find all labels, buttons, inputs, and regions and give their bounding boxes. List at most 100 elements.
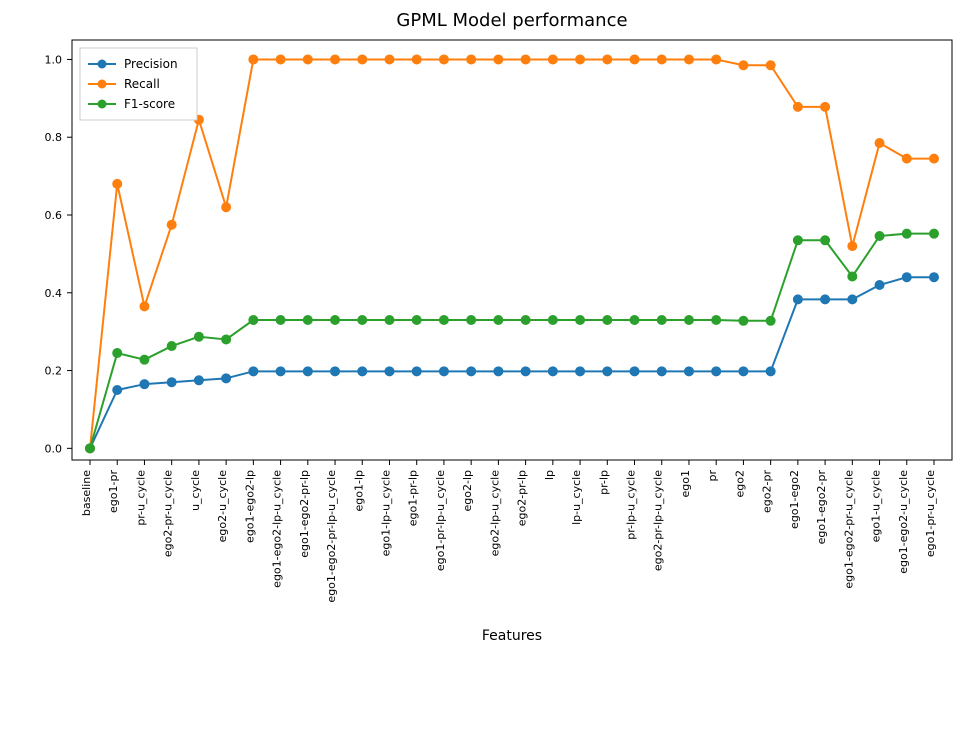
series-marker-precision: [494, 367, 503, 376]
x-tick-label: ego2-u_cycle: [216, 470, 229, 543]
series-marker-recall: [603, 55, 612, 64]
y-tick-label: 0.0: [45, 442, 63, 455]
series-marker-precision: [766, 367, 775, 376]
series-marker-f1-score: [902, 229, 911, 238]
x-axis-label: Features: [482, 628, 542, 644]
series-marker-f1-score: [358, 316, 367, 325]
chart-container: GPML Model performance 0.0 0.2 0.4 0.6 0.8 1.0…: [0, 0, 977, 731]
series-marker-f1-score: [303, 316, 312, 325]
series-marker-precision: [331, 367, 340, 376]
series-marker-precision: [222, 374, 231, 383]
x-tick-label: ego1-ego2-lp-u_cycle: [271, 470, 284, 588]
series-marker-f1-score: [86, 444, 95, 453]
y-tick-label: 0.6: [45, 209, 63, 222]
series-marker-recall: [630, 55, 639, 64]
series-marker-recall: [521, 55, 530, 64]
y-tick-label: 0.4: [45, 287, 63, 300]
series-marker-recall: [494, 55, 503, 64]
series-marker-f1-score: [439, 316, 448, 325]
x-tick-label: ego1-ego2-pr-u_cycle: [842, 470, 855, 589]
series-marker-precision: [739, 367, 748, 376]
series-marker-recall: [848, 242, 857, 251]
x-tick-label: ego1-lp: [352, 470, 365, 512]
series-marker-precision: [439, 367, 448, 376]
series-marker-precision: [603, 367, 612, 376]
series-marker-f1-score: [276, 316, 285, 325]
y-tick-label: 0.2: [45, 365, 63, 378]
series-marker-f1-score: [494, 316, 503, 325]
x-tick-label: ego1-pr-lp-u_cycle: [434, 470, 447, 571]
series-marker-recall: [249, 55, 258, 64]
x-tick-label: pr-u_cycle: [134, 470, 147, 526]
legend-label: Precision: [124, 57, 178, 71]
series-marker-f1-score: [222, 335, 231, 344]
series-marker-recall: [739, 61, 748, 70]
series-marker-recall: [358, 55, 367, 64]
series-marker-precision: [303, 367, 312, 376]
y-tick-label: 0.8: [45, 131, 63, 144]
x-tick-label: pr-lp-u_cycle: [625, 470, 638, 540]
x-tick-label: u_cycle: [189, 470, 202, 511]
series-marker-f1-score: [793, 236, 802, 245]
chart-svg: GPML Model performance 0.0 0.2 0.4 0.6 0.8 1.0…: [0, 0, 977, 731]
series-marker-recall: [303, 55, 312, 64]
series-marker-f1-score: [249, 316, 258, 325]
series-marker-f1-score: [167, 342, 176, 351]
x-tick-label: ego2: [733, 470, 746, 497]
series-marker-recall: [439, 55, 448, 64]
legend-label: Recall: [124, 77, 160, 91]
series-marker-recall: [875, 139, 884, 148]
series-marker-recall: [766, 61, 775, 70]
series-marker-precision: [140, 380, 149, 389]
series-marker-precision: [930, 273, 939, 282]
legend-label: F1-score: [124, 97, 175, 111]
series-marker-recall: [793, 102, 802, 111]
x-tick-label: ego1-ego2-u_cycle: [897, 470, 910, 574]
x-tick-label: ego2-lp: [461, 470, 474, 512]
x-tick-label: pr: [706, 470, 719, 482]
series-marker-recall: [548, 55, 557, 64]
series-marker-f1-score: [548, 316, 557, 325]
series-marker-precision: [902, 273, 911, 282]
series-marker-f1-score: [194, 332, 203, 341]
x-tick-label: ego2-pr-lp: [516, 470, 529, 526]
y-tick-label: 1.0: [45, 53, 63, 66]
series-marker-recall: [113, 179, 122, 188]
series-marker-recall: [930, 154, 939, 163]
series-marker-f1-score: [113, 349, 122, 358]
series-marker-precision: [821, 295, 830, 304]
series-marker-f1-score: [576, 316, 585, 325]
series-marker-precision: [684, 367, 693, 376]
series-marker-f1-score: [331, 316, 340, 325]
x-tick-label: ego1-ego2-pr: [815, 470, 828, 545]
series-marker-recall: [712, 55, 721, 64]
series-marker-f1-score: [140, 355, 149, 364]
series-marker-precision: [358, 367, 367, 376]
series-marker-recall: [385, 55, 394, 64]
x-tick-label: lp: [543, 470, 556, 480]
series-marker-f1-score: [766, 316, 775, 325]
series-marker-f1-score: [821, 236, 830, 245]
series-marker-f1-score: [630, 316, 639, 325]
x-tick-label: ego1-pr-u_cycle: [924, 470, 937, 557]
series-marker-precision: [194, 376, 203, 385]
series-marker-f1-score: [712, 316, 721, 325]
series-marker-f1-score: [930, 229, 939, 238]
legend-sample-marker: [98, 60, 107, 69]
series-marker-recall: [167, 220, 176, 229]
chart-title: GPML Model performance: [396, 10, 627, 31]
series-marker-recall: [576, 55, 585, 64]
series-marker-recall: [331, 55, 340, 64]
series-marker-precision: [412, 367, 421, 376]
series-marker-precision: [521, 367, 530, 376]
series-marker-recall: [902, 154, 911, 163]
series-marker-f1-score: [603, 316, 612, 325]
series-marker-precision: [276, 367, 285, 376]
series-marker-precision: [875, 281, 884, 290]
series-marker-f1-score: [848, 272, 857, 281]
x-tick-label: ego1-ego2-pr-lp: [298, 470, 311, 558]
series-marker-f1-score: [467, 316, 476, 325]
series-marker-f1-score: [657, 316, 666, 325]
x-tick-label: ego1: [679, 470, 692, 497]
x-tick-label: ego1-ego2: [788, 470, 801, 529]
